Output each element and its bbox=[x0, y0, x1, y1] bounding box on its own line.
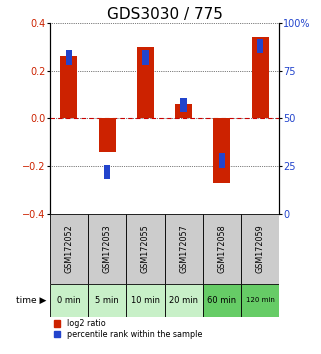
Bar bbox=[180, 98, 187, 112]
Bar bbox=[137, 47, 154, 119]
Bar bbox=[60, 56, 77, 119]
Text: 120 min: 120 min bbox=[246, 297, 274, 303]
Text: GSM172058: GSM172058 bbox=[217, 225, 226, 273]
Text: 0 min: 0 min bbox=[57, 296, 81, 305]
Bar bbox=[257, 39, 264, 53]
Legend: log2 ratio, percentile rank within the sample: log2 ratio, percentile rank within the s… bbox=[54, 319, 202, 339]
FancyBboxPatch shape bbox=[88, 214, 126, 284]
Text: GSM172057: GSM172057 bbox=[179, 225, 188, 273]
Bar bbox=[65, 50, 72, 64]
FancyBboxPatch shape bbox=[241, 214, 279, 284]
Text: 60 min: 60 min bbox=[207, 296, 237, 305]
Text: 5 min: 5 min bbox=[95, 296, 119, 305]
Bar bbox=[99, 119, 116, 152]
FancyBboxPatch shape bbox=[50, 284, 88, 317]
Text: GSM172059: GSM172059 bbox=[256, 225, 265, 273]
FancyBboxPatch shape bbox=[126, 214, 164, 284]
Text: GSM172052: GSM172052 bbox=[65, 225, 74, 273]
Bar bbox=[219, 153, 225, 167]
FancyBboxPatch shape bbox=[203, 284, 241, 317]
Text: GSM172055: GSM172055 bbox=[141, 225, 150, 273]
Text: 10 min: 10 min bbox=[131, 296, 160, 305]
FancyBboxPatch shape bbox=[88, 284, 126, 317]
FancyBboxPatch shape bbox=[126, 284, 164, 317]
FancyBboxPatch shape bbox=[164, 284, 203, 317]
Bar bbox=[104, 165, 110, 179]
FancyBboxPatch shape bbox=[50, 214, 88, 284]
Bar bbox=[142, 50, 149, 64]
FancyBboxPatch shape bbox=[164, 214, 203, 284]
Text: 20 min: 20 min bbox=[169, 296, 198, 305]
Title: GDS3030 / 775: GDS3030 / 775 bbox=[107, 7, 222, 22]
FancyBboxPatch shape bbox=[203, 214, 241, 284]
Bar bbox=[213, 119, 230, 183]
Bar bbox=[252, 37, 269, 119]
Bar bbox=[175, 104, 192, 119]
Text: GSM172053: GSM172053 bbox=[103, 225, 112, 273]
Text: time ▶: time ▶ bbox=[16, 296, 47, 305]
FancyBboxPatch shape bbox=[241, 284, 279, 317]
